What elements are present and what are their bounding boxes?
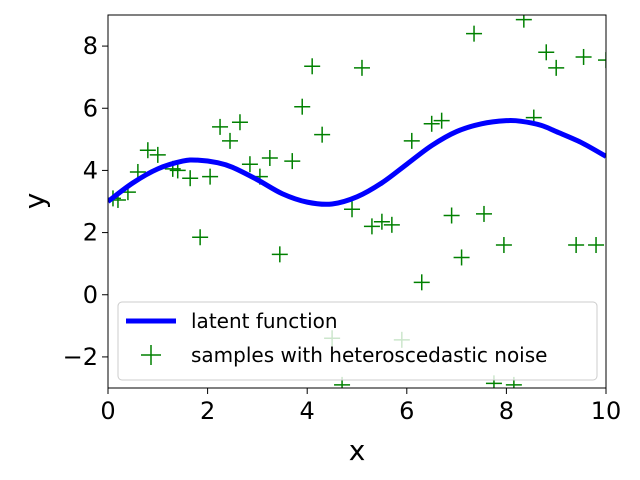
legend-box	[117, 301, 598, 381]
scatter-point	[598, 52, 606, 69]
legend: latent function samples with heterosceda…	[117, 301, 598, 381]
scatter-point	[202, 168, 219, 185]
scatter-point	[575, 48, 592, 65]
x-axis-label: x	[349, 434, 366, 467]
y-tick-label: 8	[83, 32, 98, 60]
scatter-point	[222, 132, 239, 149]
scatter-point	[453, 249, 470, 266]
scatter-point	[169, 162, 186, 179]
scatter-point	[212, 118, 229, 135]
y-tick-label: 0	[83, 281, 98, 309]
scatter-point	[241, 156, 258, 173]
scatter-point	[475, 205, 492, 222]
scatter-point	[192, 229, 209, 246]
scatter-point	[373, 213, 390, 230]
scatter-point	[538, 44, 555, 61]
scatter-point	[443, 207, 460, 224]
y-tick-label: 4	[83, 156, 98, 184]
plot-frame	[107, 14, 607, 389]
scatter-point	[344, 201, 361, 218]
scatter-point	[433, 112, 450, 129]
legend-label-latent-function: latent function	[191, 309, 338, 333]
scatter-point	[403, 132, 420, 149]
y-axis-label: y	[18, 193, 51, 210]
scatter-point	[495, 237, 512, 254]
x-tick-label: 0	[100, 397, 115, 425]
plot-data-layer	[108, 15, 606, 388]
scatter-point	[383, 216, 400, 233]
x-tick-label: 2	[200, 397, 215, 425]
scatter-point	[353, 59, 370, 76]
scatter-point	[271, 246, 288, 263]
scatter-point	[261, 149, 278, 166]
scatter-point	[413, 274, 430, 291]
scatter-point	[363, 218, 380, 235]
scatter-point	[139, 142, 156, 159]
scatter-point	[588, 237, 605, 254]
scatter-point	[182, 170, 199, 187]
scatter-point	[548, 59, 565, 76]
scatter-point	[294, 98, 311, 115]
x-tick-label: 8	[499, 397, 514, 425]
scatter-point	[231, 114, 248, 131]
scatter-point	[314, 126, 331, 143]
y-tick-label: −2	[63, 343, 98, 371]
scatter-point	[515, 15, 532, 28]
legend-plus-marker	[141, 345, 161, 365]
legend-label-samples: samples with heteroscedastic noise	[191, 343, 547, 367]
x-tick-label: 4	[300, 397, 315, 425]
scatter-point	[284, 153, 301, 170]
y-tick-label: 6	[83, 94, 98, 122]
scatter-point	[149, 146, 166, 163]
latent-function-line	[108, 117, 606, 207]
scatter-point	[466, 25, 483, 42]
scatter-point	[304, 58, 321, 75]
x-tick-label: 6	[399, 397, 414, 425]
y-tick-label: 2	[83, 219, 98, 247]
scatter-point	[568, 237, 585, 254]
scatter-point	[423, 115, 440, 132]
x-tick-label: 10	[591, 397, 622, 425]
